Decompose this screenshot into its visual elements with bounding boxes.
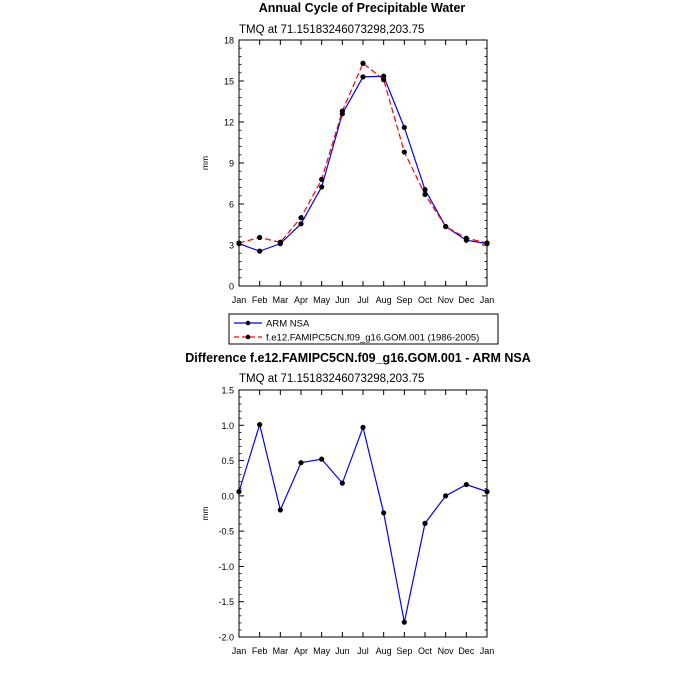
y-tick-label: -0.5 xyxy=(218,527,234,537)
y-tick-label: 0.0 xyxy=(221,491,234,501)
data-point-series-1 xyxy=(319,176,325,182)
data-point-series-0 xyxy=(484,489,490,495)
y-axis-label: mm xyxy=(200,506,210,520)
data-point-series-0 xyxy=(360,424,366,431)
data-point-series-1 xyxy=(463,235,469,241)
data-point-series-0 xyxy=(463,481,469,488)
legend: ARM NSA f.e12.FAMIPC5CN.f09_g16.GOM.001 … xyxy=(228,313,499,345)
x-tick-label: Dec xyxy=(458,295,475,305)
x-tick-label: Apr xyxy=(294,646,308,656)
data-point-series-0 xyxy=(298,221,304,227)
legend-label-model: f.e12.FAMIPC5CN.f09_g16.GOM.001 (1986-20… xyxy=(266,333,479,344)
data-point-series-0 xyxy=(319,184,325,190)
chart-subtitle: TMQ at 71.15183246073298,203.75 xyxy=(239,24,424,36)
y-tick-label: 3 xyxy=(229,241,234,251)
chart-title: Difference f.e12.FAMIPC5CN.f09_g16.GOM.0… xyxy=(185,351,530,365)
series-line-0 xyxy=(238,75,488,252)
data-point-series-0 xyxy=(236,489,242,495)
legend-box xyxy=(228,313,499,345)
legend-marker-arm-nsa xyxy=(245,320,251,326)
data-point-series-1 xyxy=(484,240,490,246)
data-point-series-1 xyxy=(298,215,304,221)
x-tick-label: Dec xyxy=(458,646,475,656)
data-point-series-0 xyxy=(381,510,387,516)
y-tick-label: 12 xyxy=(224,118,234,128)
data-point-series-0 xyxy=(319,456,325,462)
y-tick-label: 0.5 xyxy=(221,456,234,466)
panel-difference: Difference f.e12.FAMIPC5CN.f09_g16.GOM.0… xyxy=(185,351,530,656)
data-point-series-0 xyxy=(277,507,283,513)
y-tick-label: -1.5 xyxy=(218,597,234,607)
x-tick-label: Jan xyxy=(232,295,247,305)
y-tick-label: 1.0 xyxy=(221,421,234,431)
series-line-1 xyxy=(238,62,488,244)
x-tick-label: Nov xyxy=(438,646,455,656)
chart-title: Annual Cycle of Precipitable Water xyxy=(259,1,466,15)
y-tick-label: 15 xyxy=(224,77,234,87)
x-tick-label: Mar xyxy=(273,295,289,305)
x-tick-label: May xyxy=(313,295,331,305)
y-tick-label: 1.5 xyxy=(221,386,234,396)
data-point-series-1 xyxy=(443,223,449,230)
data-point-series-0 xyxy=(443,493,449,499)
x-tick-label: Aug xyxy=(376,646,392,656)
x-tick-label: Feb xyxy=(252,295,268,305)
data-point-series-1 xyxy=(257,234,263,241)
x-tick-label: Jun xyxy=(335,295,350,305)
legend-marker-model xyxy=(245,334,251,340)
x-tick-label: Jan xyxy=(232,646,247,656)
x-tick-label: May xyxy=(313,646,331,656)
y-tick-label: 18 xyxy=(224,36,234,46)
x-tick-label: Jul xyxy=(357,295,369,305)
x-tick-label: Oct xyxy=(418,646,433,656)
y-tick-label: 6 xyxy=(229,200,234,210)
x-tick-label: Sep xyxy=(396,295,412,305)
data-point-series-0 xyxy=(339,480,345,486)
data-point-series-1 xyxy=(401,149,407,155)
x-tick-label: Nov xyxy=(438,295,455,305)
data-point-series-0 xyxy=(401,124,407,131)
x-tick-label: Jul xyxy=(357,646,369,656)
y-tick-label: -1.0 xyxy=(218,562,234,572)
x-tick-label: Sep xyxy=(396,646,412,656)
x-tick-label: Mar xyxy=(273,646,289,656)
legend-label-arm-nsa: ARM NSA xyxy=(266,319,310,330)
data-point-series-0 xyxy=(401,619,407,625)
data-point-series-1 xyxy=(360,60,366,66)
x-tick-label: Jan xyxy=(480,646,495,656)
y-axis-label: mm xyxy=(200,156,210,170)
series-line-0 xyxy=(238,422,488,623)
x-tick-label: Aug xyxy=(376,295,392,305)
data-point-series-0 xyxy=(257,421,263,428)
data-point-series-0 xyxy=(422,187,428,193)
x-tick-label: Apr xyxy=(294,295,308,305)
y-tick-label: -2.0 xyxy=(218,633,234,643)
x-tick-label: Jun xyxy=(335,646,350,656)
x-tick-label: Jan xyxy=(480,295,495,305)
data-point-series-0 xyxy=(360,74,366,80)
data-point-series-0 xyxy=(298,460,304,466)
data-point-series-0 xyxy=(422,520,428,526)
y-tick-label: 9 xyxy=(229,159,234,169)
panel-annual-cycle: Annual Cycle of Precipitable Water TMQ a… xyxy=(200,1,494,305)
data-point-series-0 xyxy=(257,248,263,254)
chart-subtitle: TMQ at 71.15183246073298,203.75 xyxy=(239,373,424,385)
x-tick-label: Feb xyxy=(252,646,268,656)
data-point-series-1 xyxy=(422,191,428,198)
data-point-series-1 xyxy=(381,77,387,83)
data-point-series-1 xyxy=(236,240,242,246)
x-tick-label: Oct xyxy=(418,295,433,305)
y-tick-label: 0 xyxy=(229,282,234,292)
data-point-series-1 xyxy=(277,239,283,245)
data-point-series-1 xyxy=(339,108,345,114)
